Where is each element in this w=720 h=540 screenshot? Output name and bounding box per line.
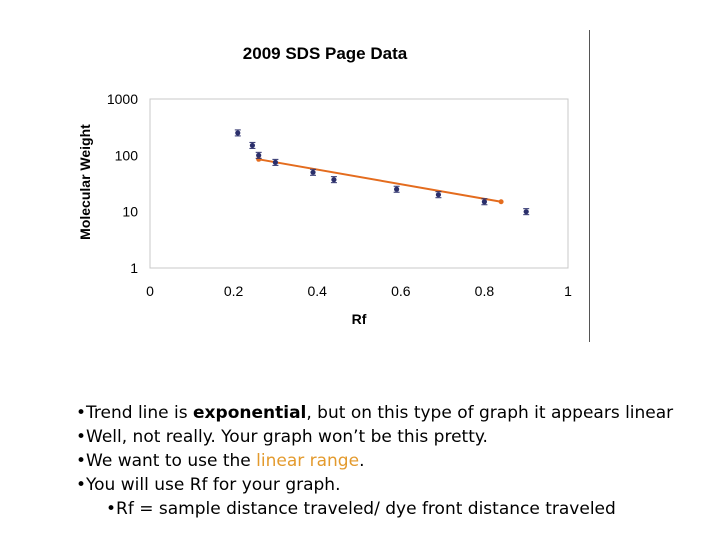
bullet-list: •Trend line is exponential, but on this … bbox=[76, 401, 716, 521]
x-axis-label: Rf bbox=[352, 311, 367, 327]
bullet-text: We want to use the bbox=[86, 451, 257, 471]
y-tick-label: 1000 bbox=[107, 91, 138, 107]
y-axis-label: Molecular Weight bbox=[77, 124, 93, 240]
bullet-item: •Trend line is exponential, but on this … bbox=[76, 403, 674, 423]
bullet-bold-text: exponential bbox=[193, 403, 307, 423]
x-tick-label: 1 bbox=[564, 283, 572, 299]
chart: 2009 SDS Page Data Molecular Weight Rf 1… bbox=[77, 44, 572, 327]
chart-marks: 1 10 100 1000 0 0.2 0.4 0.6 0.8 1 bbox=[107, 91, 572, 299]
bullet-text: You will use Rf for your graph. bbox=[86, 475, 341, 495]
data-point bbox=[235, 130, 241, 136]
x-tick-label: 0.8 bbox=[475, 283, 495, 299]
bullet-text: Well, not really. Your graph won’t be th… bbox=[86, 427, 488, 447]
data-point bbox=[310, 169, 316, 175]
x-tick-label: 0.6 bbox=[391, 283, 411, 299]
vertical-divider bbox=[589, 30, 590, 342]
y-tick-label: 10 bbox=[122, 204, 138, 220]
y-tick-label: 100 bbox=[115, 147, 139, 163]
bullet-text: , but on this type of graph it appears l… bbox=[306, 403, 674, 423]
trendline-endpoint bbox=[498, 199, 504, 205]
sub-bullet-item: •Rf = sample distance traveled/ dye fron… bbox=[106, 499, 616, 519]
trendline bbox=[258, 158, 502, 203]
bullet-item: •We want to use the linear range. bbox=[76, 451, 365, 471]
x-tick-label: 0 bbox=[146, 283, 154, 299]
data-point bbox=[481, 199, 487, 205]
x-tick-label: 0.2 bbox=[224, 283, 244, 299]
data-point bbox=[394, 186, 400, 192]
data-point bbox=[435, 192, 442, 198]
bullet-text: Rf = sample distance traveled/ dye front… bbox=[116, 499, 616, 519]
chart-svg: 2009 SDS Page Data Molecular Weight Rf 1… bbox=[77, 44, 572, 327]
data-point bbox=[256, 152, 262, 158]
chart-title: 2009 SDS Page Data bbox=[243, 44, 408, 63]
data-point bbox=[523, 209, 529, 215]
bullet-highlight-text: linear range bbox=[256, 451, 360, 471]
data-point bbox=[249, 142, 256, 149]
bullet-text: Trend line is bbox=[86, 403, 194, 423]
data-point bbox=[272, 159, 278, 165]
bullet-item: •You will use Rf for your graph. bbox=[76, 475, 341, 495]
data-point bbox=[331, 177, 337, 183]
y-tick-label: 1 bbox=[130, 260, 138, 276]
x-tick-label: 0.4 bbox=[307, 283, 327, 299]
bullet-item: •Well, not really. Your graph won’t be t… bbox=[76, 427, 488, 447]
bullet-text: . bbox=[359, 451, 365, 471]
plot-area-frame bbox=[149, 98, 569, 269]
